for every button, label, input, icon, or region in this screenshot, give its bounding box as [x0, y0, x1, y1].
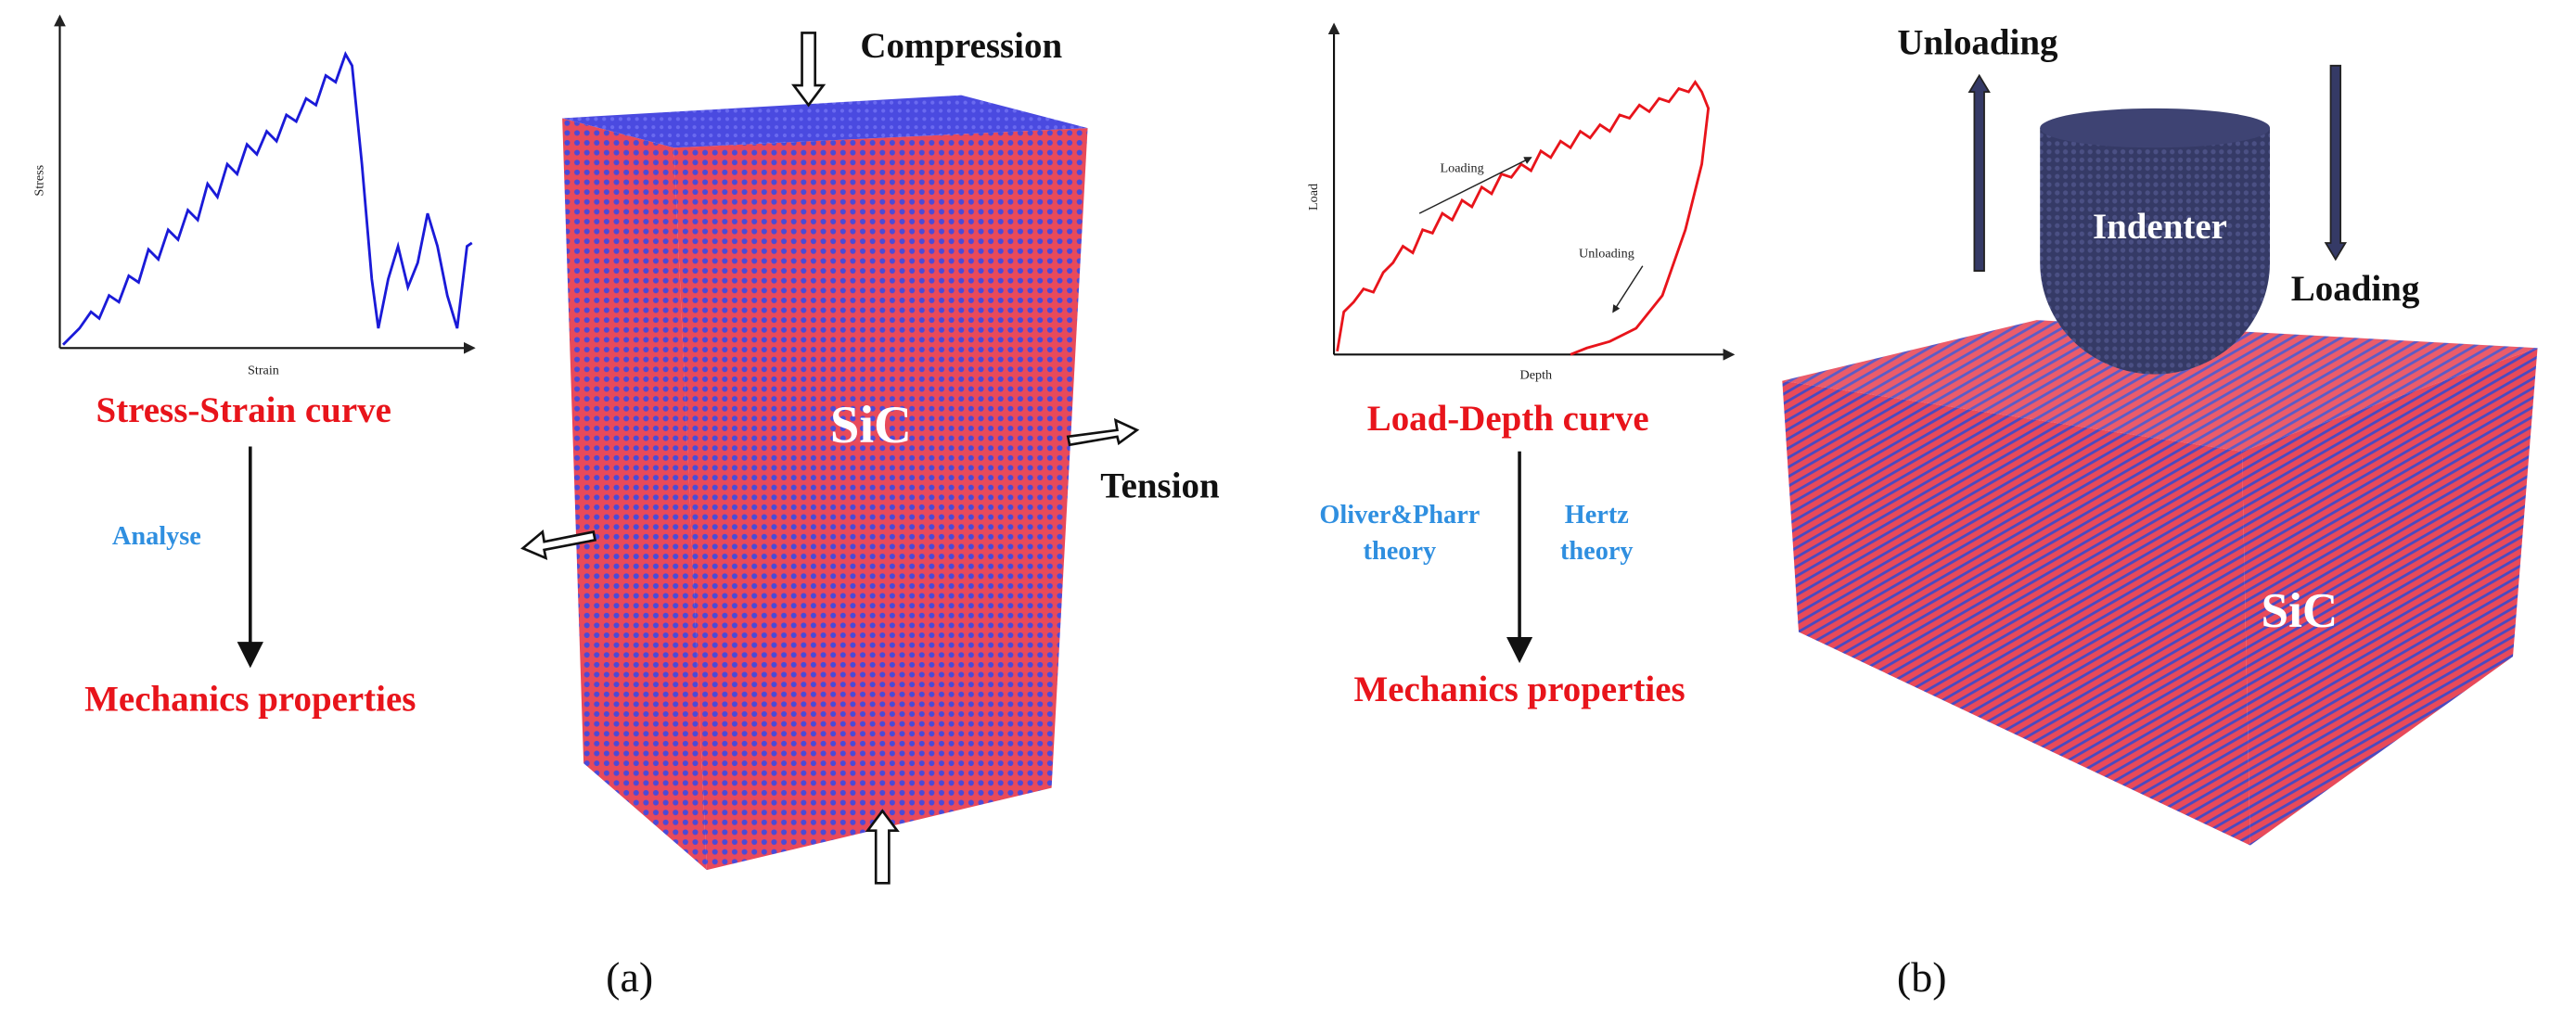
tension-arrow-left — [520, 530, 597, 561]
load-depth-plot: Load Depth Loading Unloading — [1306, 22, 1736, 383]
step-label: Analyse — [112, 522, 201, 551]
indenter-top — [2040, 108, 2271, 148]
loading-arrow — [2324, 64, 2348, 262]
unloading-arrow — [1612, 265, 1644, 313]
sic-block — [562, 95, 1088, 871]
method-left: theory — [1364, 537, 1437, 566]
loading-arrow — [1418, 157, 1532, 214]
substrate-right-face — [2241, 348, 2538, 846]
compression-arrow-bottom — [865, 809, 900, 885]
x-label: Depth — [1519, 368, 1552, 383]
loading-note: Loading — [1441, 161, 1484, 176]
tension-label: Tension — [1100, 466, 1220, 505]
method-right: Hertz — [1565, 501, 1629, 530]
unloading-label: Unloading — [1897, 23, 2058, 63]
substrate — [1782, 320, 2538, 846]
compression-label: Compression — [860, 26, 1062, 66]
indenter-label: Indenter — [2093, 207, 2227, 247]
loading-label: Loading — [2291, 269, 2420, 309]
caption: (b) — [1897, 953, 1947, 1001]
material-label: SiC — [2262, 584, 2339, 638]
stress-strain-curve — [62, 51, 473, 346]
load-depth-curve — [1336, 79, 1711, 356]
stress-strain-plot: Stress Strain — [32, 14, 476, 377]
unloading-note: Unloading — [1579, 247, 1634, 262]
curve-title: Stress-Strain curve — [96, 390, 391, 430]
y-label: Load — [1306, 184, 1321, 211]
block-left-face — [562, 118, 707, 871]
block-top-face — [562, 95, 1088, 148]
unloading-arrow — [1967, 73, 1991, 272]
method-left: Oliver&Pharr — [1319, 501, 1480, 530]
substrate-front-face — [1782, 380, 2250, 846]
indenter — [2040, 108, 2271, 375]
result-label: Mechanics properties — [1353, 670, 1685, 709]
indenter-body — [2040, 128, 2271, 375]
compression-arrow — [791, 32, 827, 108]
y-label: Stress — [32, 165, 46, 197]
block-front-face — [673, 128, 1088, 871]
method-right: theory — [1560, 537, 1634, 566]
result-label: Mechanics properties — [84, 680, 416, 720]
substrate-top-face — [1782, 320, 2538, 452]
material-label: SiC — [830, 397, 912, 454]
curve-title: Load-Depth curve — [1367, 399, 1649, 439]
tension-arrow — [1066, 417, 1140, 447]
x-label: Strain — [248, 363, 279, 377]
caption: (a) — [606, 953, 653, 1001]
